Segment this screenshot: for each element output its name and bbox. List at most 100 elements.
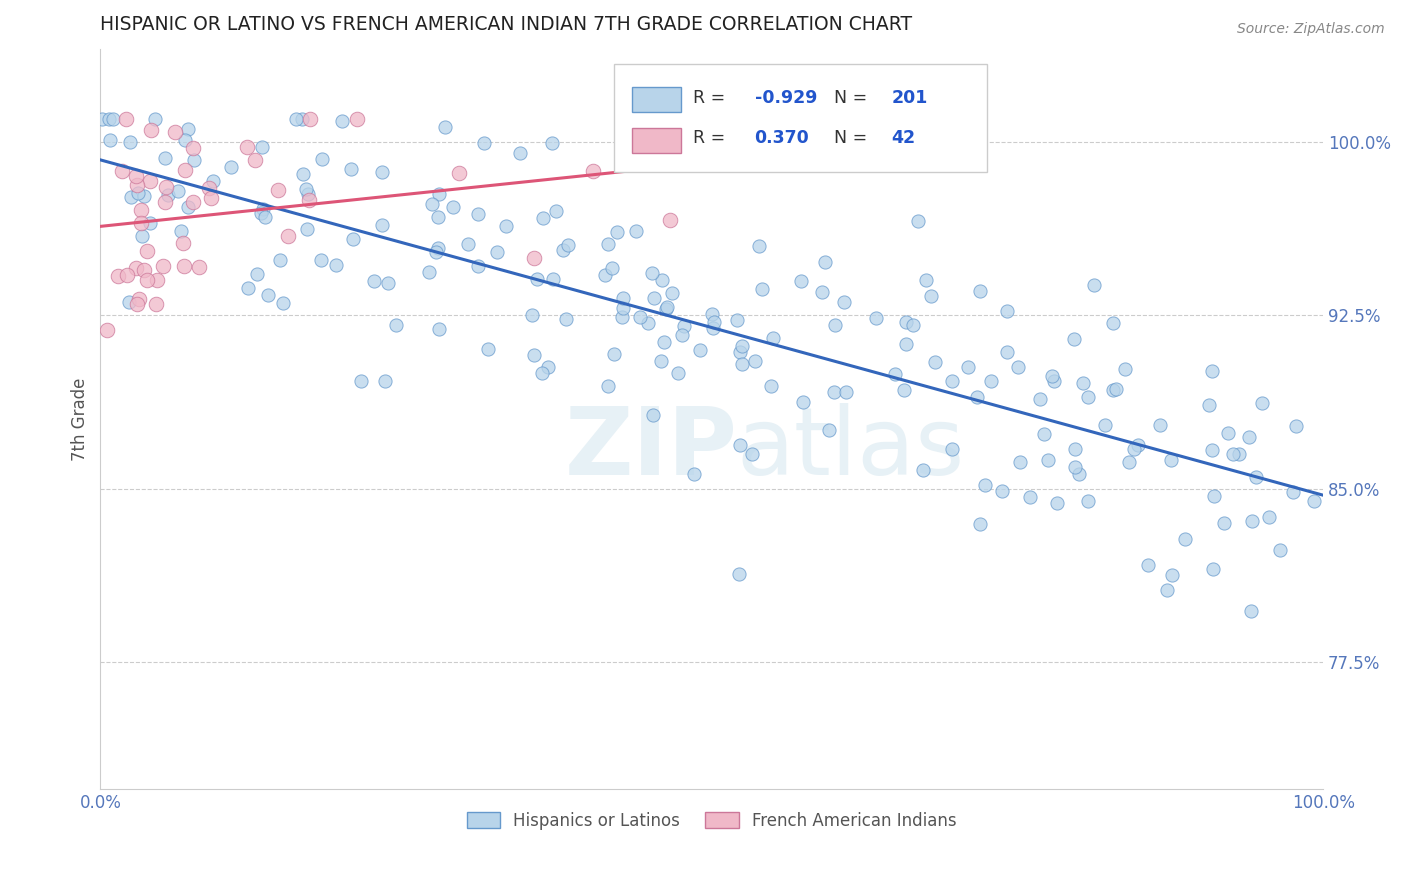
- Point: [520, 308, 543, 322]
- Point: [823, 384, 845, 399]
- Point: [582, 164, 605, 178]
- Point: [612, 291, 634, 305]
- Point: [643, 291, 665, 305]
- Point: [1094, 418, 1116, 433]
- Point: [1083, 277, 1105, 292]
- Point: [172, 235, 194, 250]
- Point: [433, 120, 456, 134]
- Point: [1077, 494, 1099, 508]
- Point: [544, 204, 567, 219]
- Point: [141, 122, 163, 136]
- Point: [427, 186, 450, 201]
- Point: [340, 161, 363, 176]
- Point: [96, 323, 118, 337]
- Point: [252, 202, 274, 216]
- Point: [152, 259, 174, 273]
- Point: [914, 273, 936, 287]
- Point: [1123, 442, 1146, 456]
- Point: [1063, 442, 1085, 456]
- Point: [595, 268, 617, 282]
- Point: [941, 374, 963, 388]
- Point: [1240, 514, 1263, 528]
- Point: [236, 281, 259, 295]
- Point: [91, 112, 114, 126]
- Point: [1156, 582, 1178, 597]
- Point: [730, 438, 752, 452]
- Point: [1114, 362, 1136, 376]
- Point: [637, 316, 659, 330]
- Legend: Hispanics or Latinos, French American Indians: Hispanics or Latinos, French American In…: [460, 805, 963, 837]
- Point: [956, 360, 979, 375]
- Point: [744, 354, 766, 368]
- Point: [342, 231, 364, 245]
- Point: [995, 304, 1018, 318]
- Point: [311, 152, 333, 166]
- Point: [371, 218, 394, 232]
- Point: [865, 311, 887, 326]
- Point: [612, 301, 634, 315]
- Point: [103, 112, 125, 126]
- Point: [219, 161, 242, 175]
- Text: R =: R =: [693, 88, 731, 106]
- Point: [814, 255, 837, 269]
- Point: [100, 132, 122, 146]
- Point: [170, 224, 193, 238]
- Point: [893, 383, 915, 397]
- Point: [125, 261, 148, 276]
- Point: [427, 322, 450, 336]
- Point: [350, 374, 373, 388]
- Point: [969, 284, 991, 298]
- Point: [537, 360, 560, 375]
- Text: ZIP: ZIP: [565, 403, 738, 495]
- Point: [728, 344, 751, 359]
- Point: [309, 253, 332, 268]
- Point: [731, 339, 754, 353]
- Point: [457, 236, 479, 251]
- Point: [297, 186, 319, 201]
- Point: [363, 274, 385, 288]
- Point: [132, 188, 155, 202]
- Point: [725, 313, 748, 327]
- Point: [330, 114, 353, 128]
- Point: [551, 243, 574, 257]
- Point: [974, 477, 997, 491]
- Point: [173, 259, 195, 273]
- Point: [267, 182, 290, 196]
- Point: [835, 384, 858, 399]
- Point: [1077, 390, 1099, 404]
- Point: [759, 379, 782, 393]
- Point: [990, 483, 1012, 498]
- Point: [291, 167, 314, 181]
- Point: [832, 294, 855, 309]
- Point: [980, 375, 1002, 389]
- Point: [1046, 496, 1069, 510]
- Point: [252, 140, 274, 154]
- Point: [911, 463, 934, 477]
- Point: [174, 133, 197, 147]
- Point: [903, 318, 925, 332]
- Point: [655, 300, 678, 314]
- Point: [163, 125, 186, 139]
- Point: [1244, 470, 1267, 484]
- Point: [269, 253, 291, 268]
- Text: atlas: atlas: [737, 403, 965, 495]
- Text: 201: 201: [891, 88, 928, 106]
- Point: [1237, 430, 1260, 444]
- Point: [557, 237, 579, 252]
- Point: [610, 310, 633, 325]
- Point: [894, 337, 917, 351]
- Text: 42: 42: [891, 129, 915, 147]
- Point: [1303, 494, 1326, 508]
- Point: [291, 112, 314, 126]
- Point: [650, 354, 672, 368]
- Point: [603, 347, 626, 361]
- Point: [700, 307, 723, 321]
- Point: [969, 516, 991, 531]
- Text: HISPANIC OR LATINO VS FRENCH AMERICAN INDIAN 7TH GRADE CORRELATION CHART: HISPANIC OR LATINO VS FRENCH AMERICAN IN…: [100, 15, 912, 34]
- Point: [596, 237, 619, 252]
- Point: [298, 193, 321, 207]
- Point: [188, 260, 211, 275]
- Point: [671, 327, 693, 342]
- Y-axis label: 7th Grade: 7th Grade: [72, 377, 89, 461]
- Point: [1212, 516, 1234, 531]
